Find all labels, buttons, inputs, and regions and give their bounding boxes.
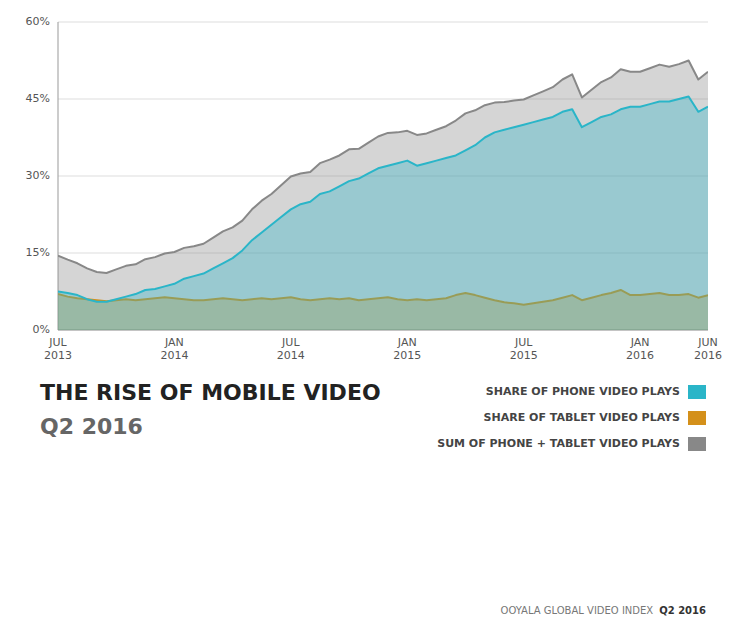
- annotation: OOYALA GLOBAL VIDEO INDEX: [501, 605, 654, 616]
- grid: [58, 22, 708, 330]
- area: [58, 96, 708, 330]
- legend-label: SUM OF PHONE + TABLET VIDEO PLAYS: [437, 437, 680, 450]
- legend-label: SHARE OF TABLET VIDEO PLAYS: [484, 411, 680, 424]
- x-tick-label: JAN2016: [626, 336, 654, 362]
- title: THE RISE OF MOBILE VIDEO: [40, 380, 381, 405]
- y-tick-label: 30%: [26, 169, 50, 182]
- x-tick-label: JUL2015: [510, 336, 538, 362]
- legend-swatch: [688, 437, 706, 451]
- legend-swatch: [688, 411, 706, 425]
- legend-swatch: [688, 385, 706, 399]
- legend: SHARE OF PHONE VIDEO PLAYS SHARE OF TABLE…: [437, 385, 706, 451]
- x-tick-label: JUL2014: [277, 336, 305, 362]
- plot-area: [58, 61, 708, 331]
- x-tick-label: JAN2015: [393, 336, 421, 362]
- area-line: [58, 96, 708, 301]
- grid-line: [58, 22, 708, 23]
- x-tick-label: JUL2013: [44, 336, 72, 362]
- y-tick-label: 60%: [26, 15, 50, 28]
- y-tick-label: 45%: [26, 92, 50, 105]
- footer: OOYALA GLOBAL VIDEO INDEX Q2 2016: [501, 605, 706, 616]
- x-tick-label: JUN2016: [694, 336, 722, 362]
- annotation: Q2 2016: [659, 605, 706, 616]
- y-tick-label: 15%: [26, 246, 50, 259]
- x-tick-label: JAN2014: [160, 336, 188, 362]
- y-tick-label: 0%: [33, 323, 50, 336]
- legend-label: SHARE OF PHONE VIDEO PLAYS: [486, 385, 680, 398]
- area: [58, 61, 708, 331]
- chart: 0% 15% 30% 45% 60% JUL2013 JAN2014 JUL2014 JAN20…: [0, 0, 729, 631]
- subtitle: Q2 2016: [40, 414, 143, 439]
